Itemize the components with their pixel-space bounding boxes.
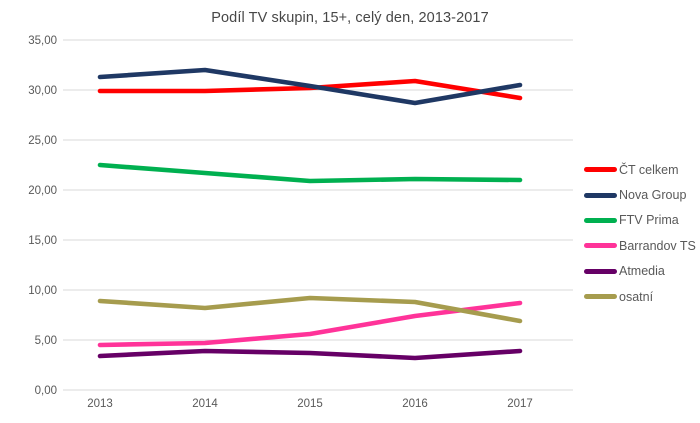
legend-label: ČT celkem	[619, 162, 679, 177]
y-axis-tick-label: 30,00	[28, 85, 57, 97]
x-axis-tick-label: 2016	[402, 398, 428, 410]
y-axis-tick-label: 25,00	[28, 135, 57, 147]
legend-line-swatch	[584, 167, 617, 173]
series-line-barrandov-ts	[97, 300, 523, 348]
legend-line-swatch	[584, 192, 617, 198]
chart-title: Podíl TV skupin, 15+, celý den, 2013-201…	[211, 10, 489, 26]
series-line-nova-group	[97, 67, 523, 106]
legend-item-osatní: osatní	[584, 284, 696, 309]
legend-label: Nova Group	[619, 188, 687, 203]
legend-item-atmedia: Atmedia	[584, 259, 696, 284]
legend-item-ftv-prima: FTV Prima	[584, 208, 696, 233]
legend-line-swatch	[584, 217, 617, 223]
x-axis-tick-label: 2017	[507, 398, 533, 410]
y-axis-tick-label: 20,00	[28, 185, 57, 197]
legend-item-nova-group: Nova Group	[584, 182, 696, 207]
x-axis-tick-label: 2015	[297, 398, 323, 410]
series-line-osatní	[97, 295, 523, 324]
legend-item-čt-celkem: ČT celkem	[584, 157, 696, 182]
y-axis-tick-label: 35,00	[28, 35, 57, 47]
x-axis-tick-label: 2014	[192, 398, 218, 410]
legend: ČT celkem Nova Group FTV Prima Barrandov TS…	[584, 157, 696, 309]
legend-label: FTV Prima	[619, 213, 679, 228]
legend-line-swatch	[584, 294, 617, 300]
legend-line-swatch	[584, 268, 617, 274]
series-line-ftv-prima	[97, 162, 523, 184]
legend-item-barrandov-ts: Barrandov TS	[584, 233, 696, 258]
series-line-atmedia	[97, 348, 523, 361]
legend-label: Atmedia	[619, 264, 665, 279]
legend-label: Barrandov TS	[619, 238, 696, 253]
x-axis-tick-label: 2013	[87, 398, 113, 410]
y-axis-tick-label: 10,00	[28, 285, 57, 297]
y-axis-tick-label: 15,00	[28, 235, 57, 247]
legend-line-swatch	[584, 243, 617, 249]
series-lines	[97, 67, 523, 361]
y-axis-tick-label: 0,00	[34, 385, 57, 397]
y-axis-tick-label: 5,00	[34, 335, 57, 347]
legend-label: osatní	[619, 289, 654, 304]
